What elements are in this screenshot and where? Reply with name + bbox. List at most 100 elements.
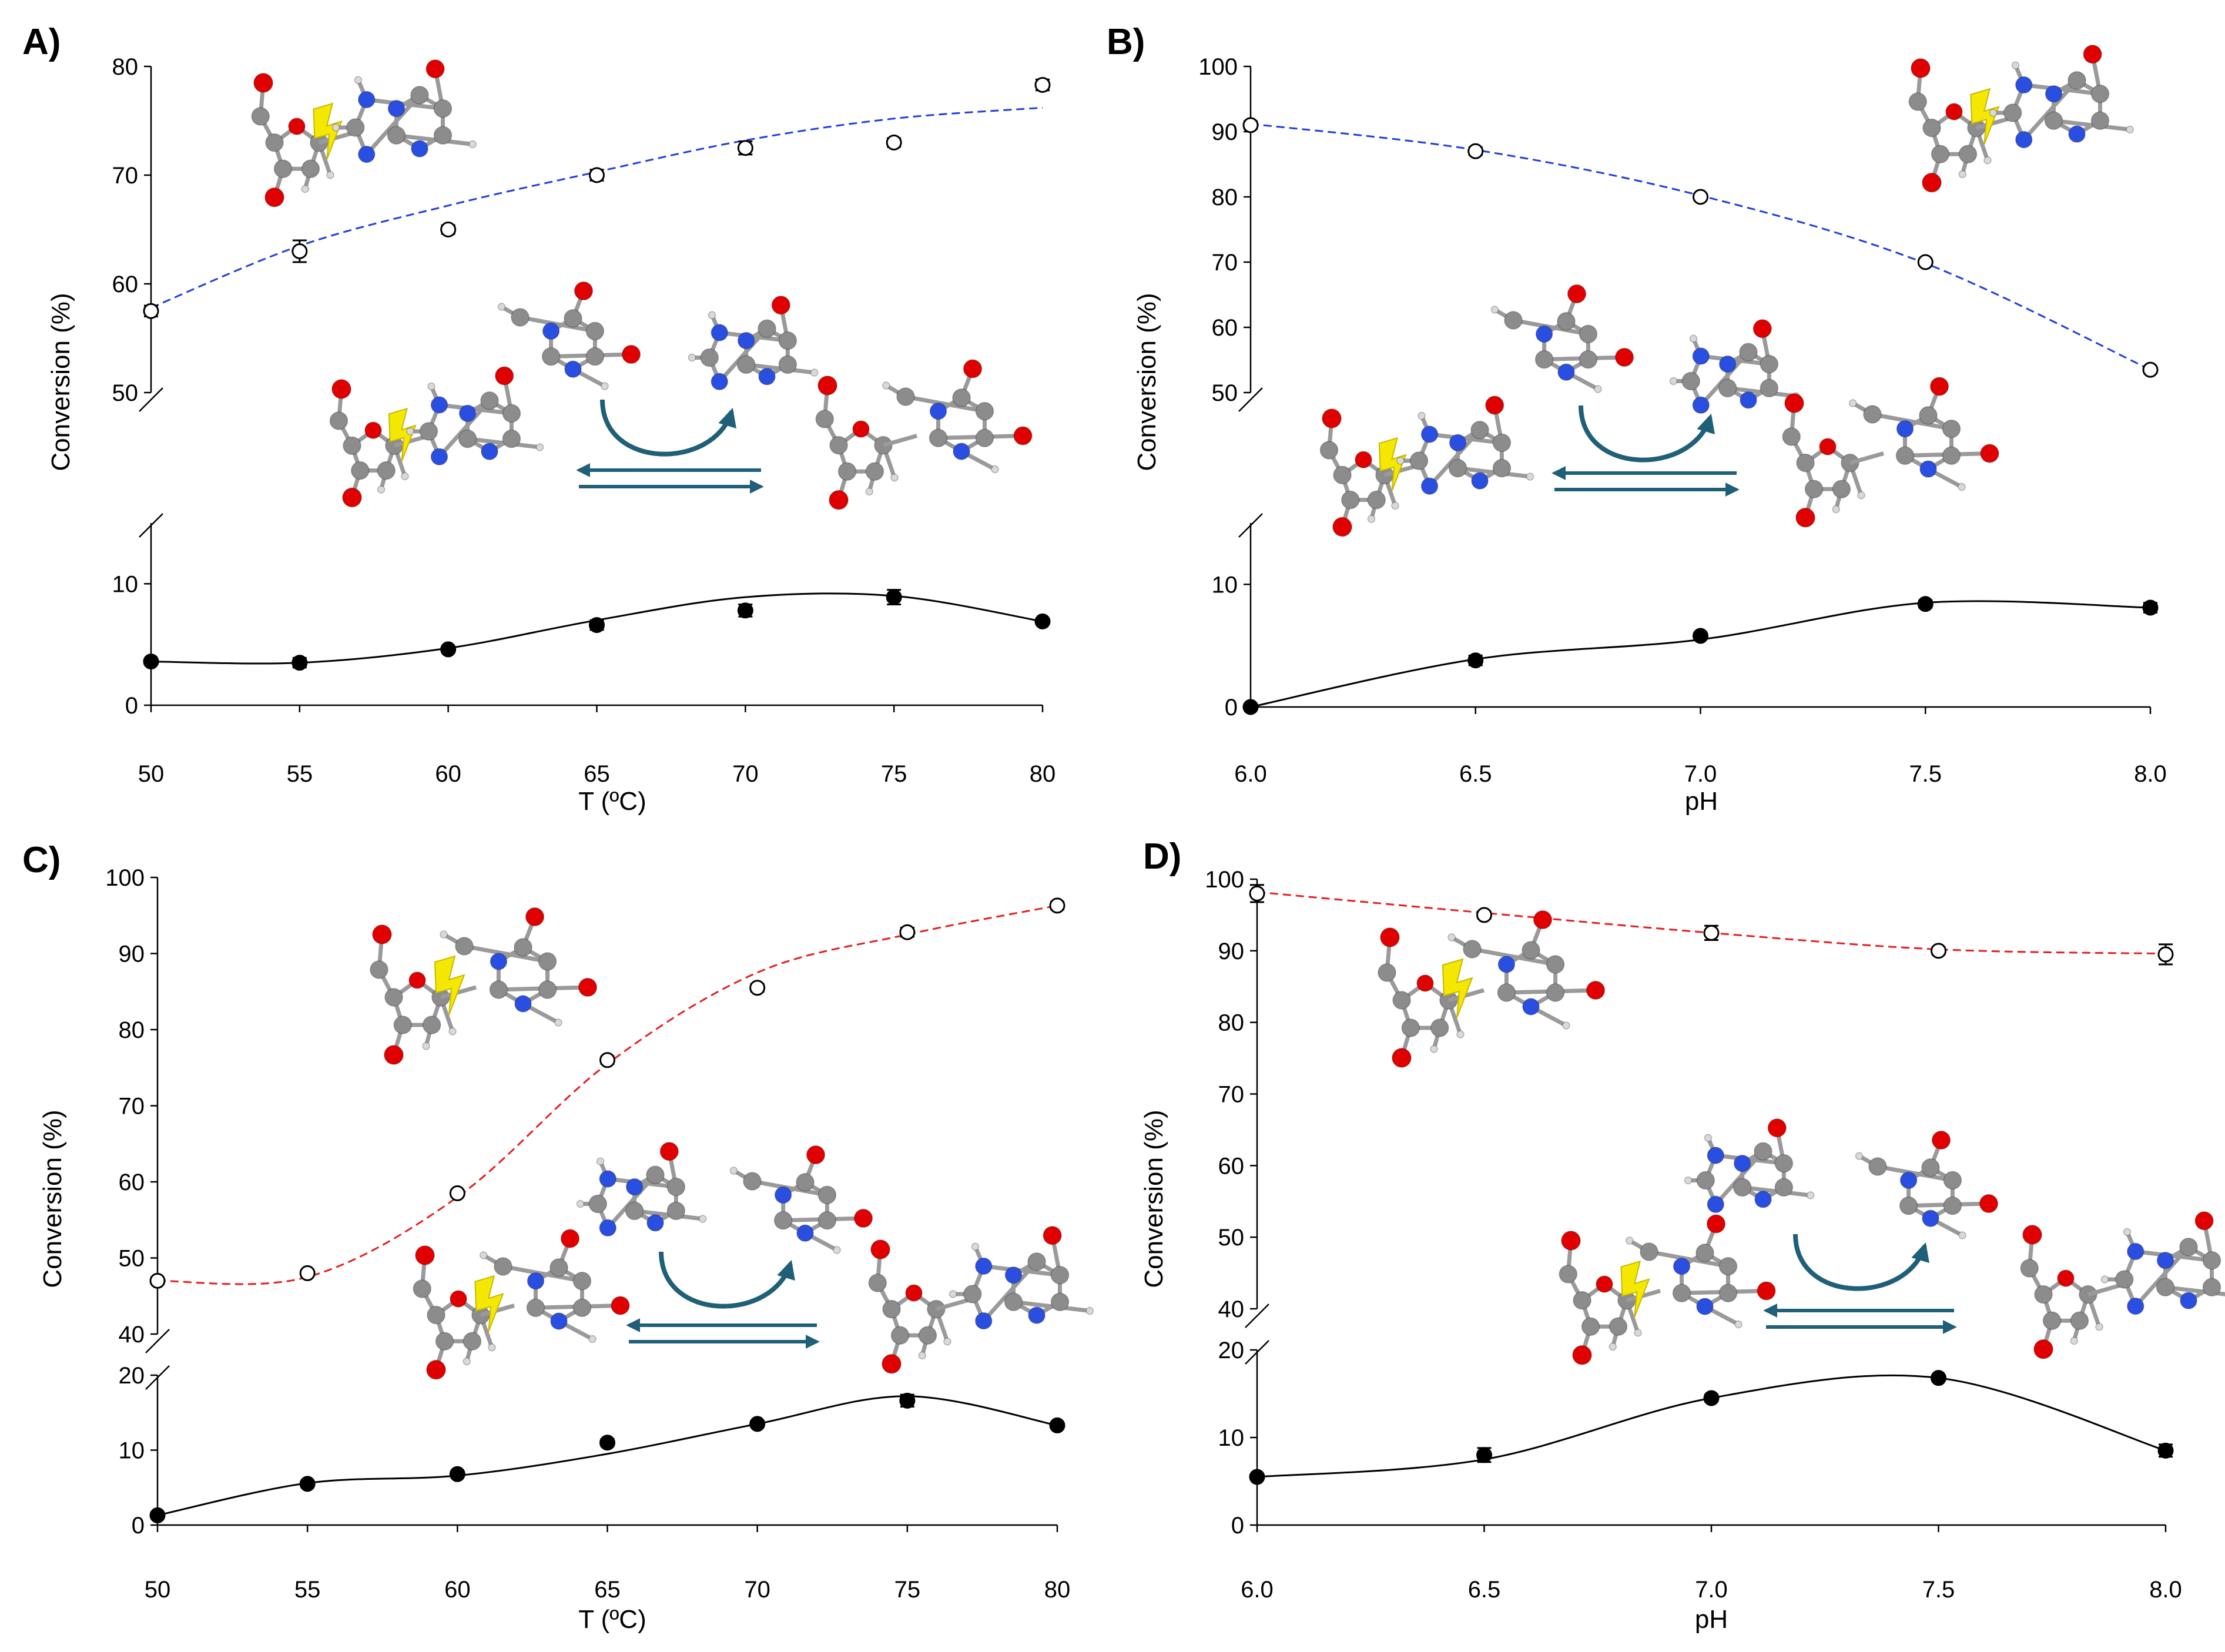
y-tick-label: 50: [119, 1246, 145, 1272]
atom-O: [882, 1353, 902, 1374]
atom-C: [463, 1332, 482, 1351]
atom-H: [949, 1290, 957, 1298]
atom-H: [943, 1338, 951, 1346]
atom-C: [1868, 1157, 1887, 1176]
atom-O: [1922, 172, 1942, 193]
atom-N: [527, 1272, 545, 1290]
lightning-bolt-icon: [474, 1275, 504, 1332]
atom-C: [377, 461, 396, 480]
data-point-filled: [440, 641, 457, 658]
atom-O: [1355, 451, 1372, 468]
atom-C: [1341, 490, 1360, 510]
atom-N: [1692, 396, 1710, 414]
atom-O: [2022, 1225, 2042, 1245]
data-point-open: [1034, 76, 1051, 93]
atom-H: [1634, 1329, 1642, 1337]
data-point-filled: [737, 602, 753, 619]
atom-C: [1573, 1291, 1591, 1310]
purine-base-molecule: [576, 1142, 707, 1237]
atom-O: [1819, 438, 1837, 455]
atom-N: [430, 396, 448, 414]
atom-C: [538, 952, 557, 971]
atom-C: [1919, 406, 1938, 425]
fit-line-open: [150, 106, 1043, 309]
atom-C: [1733, 1178, 1752, 1197]
atom-N: [646, 1214, 664, 1232]
nucleoside-molecule: [1378, 927, 1485, 1068]
atom-H: [554, 1018, 562, 1027]
data-point-filled: [1917, 596, 1934, 612]
panel-a: A) 50 55 60 65 70 75 80 50 60 70 80 0 10 T (ºC) Conv…: [22, 22, 1055, 816]
atom-C: [918, 1326, 937, 1345]
y-tick-label: 100: [1205, 867, 1244, 893]
plot-d: 6.0 6.5 7.0 7.5 8.0 40 50 60 70 80 90 100 0 10 20: [1205, 867, 2182, 1603]
atom-O: [1614, 347, 1634, 367]
bond: [1428, 428, 1482, 488]
atom-H: [535, 443, 544, 451]
lightning-bolt-icon: [434, 955, 465, 1016]
atom-C: [1942, 446, 1961, 465]
atom-N: [458, 404, 477, 423]
data-point-filled: [749, 1416, 766, 1432]
data-point-filled: [886, 589, 902, 605]
x-tick-label: 65: [584, 761, 610, 787]
atom-H: [601, 382, 609, 390]
bond: [2022, 79, 2079, 141]
atom-H: [422, 1042, 430, 1050]
atom-O: [806, 1145, 826, 1165]
pyrimidine-base-molecule: [1849, 377, 1999, 491]
atom-C: [1774, 1178, 1794, 1197]
atom-H: [1367, 515, 1376, 523]
atom-H: [2100, 1275, 2109, 1284]
x-tick-label: 7.0: [1684, 761, 1717, 787]
atom-N: [550, 1312, 568, 1330]
atom-C: [646, 1165, 665, 1184]
atom-C: [1409, 451, 1429, 470]
y-tick-label: 60: [1212, 315, 1238, 341]
atom-O: [963, 359, 983, 378]
data-point-filled: [449, 1466, 465, 1482]
atom-H: [810, 368, 819, 377]
atom-N: [1696, 1298, 1714, 1315]
atom-O: [852, 420, 870, 438]
atom-O: [253, 73, 273, 93]
y-tick-label: 0: [1225, 695, 1238, 721]
y-tick-label: 90: [1218, 939, 1245, 964]
atom-H: [1396, 457, 1405, 465]
pyrimidine-base-molecule: [1490, 284, 1634, 393]
data-point-open: [1917, 254, 1934, 270]
atom-C: [743, 1172, 762, 1191]
atom-C: [1557, 312, 1576, 331]
x-tick-label: 8.0: [2134, 761, 2167, 787]
data-point-open: [1467, 143, 1484, 159]
atom-N: [774, 1186, 792, 1204]
atom-H: [1832, 505, 1840, 514]
atom-N: [514, 995, 532, 1013]
atom-C: [666, 1177, 686, 1197]
y-tick-label: 50: [1212, 380, 1238, 406]
atom-H: [588, 1335, 597, 1343]
atom-C: [1908, 92, 1927, 111]
pyrimidine-base-molecule: [729, 1145, 873, 1254]
atom-C: [2115, 1270, 2134, 1289]
atom-N: [1707, 1195, 1724, 1214]
atom-H: [971, 1242, 980, 1251]
atom-H: [326, 171, 334, 179]
bond: [1849, 451, 1884, 465]
atom-H: [331, 123, 340, 132]
atom-C: [273, 159, 293, 179]
bond: [1975, 116, 2010, 130]
x-tick-label: 70: [732, 761, 759, 787]
lightning-bolt-icon: [388, 407, 417, 462]
atom-H: [1085, 1306, 1094, 1315]
atom-O: [415, 1245, 435, 1265]
data-point-open: [449, 1185, 465, 1201]
bond: [440, 985, 477, 1000]
atom-C: [538, 980, 557, 999]
atom-O: [574, 281, 594, 301]
atom-H: [688, 353, 696, 362]
bond: [719, 330, 788, 343]
atom-O: [1767, 1118, 1787, 1138]
pyrimidine-base-molecule: [497, 281, 641, 390]
nucleoside-molecule: [413, 1245, 515, 1380]
